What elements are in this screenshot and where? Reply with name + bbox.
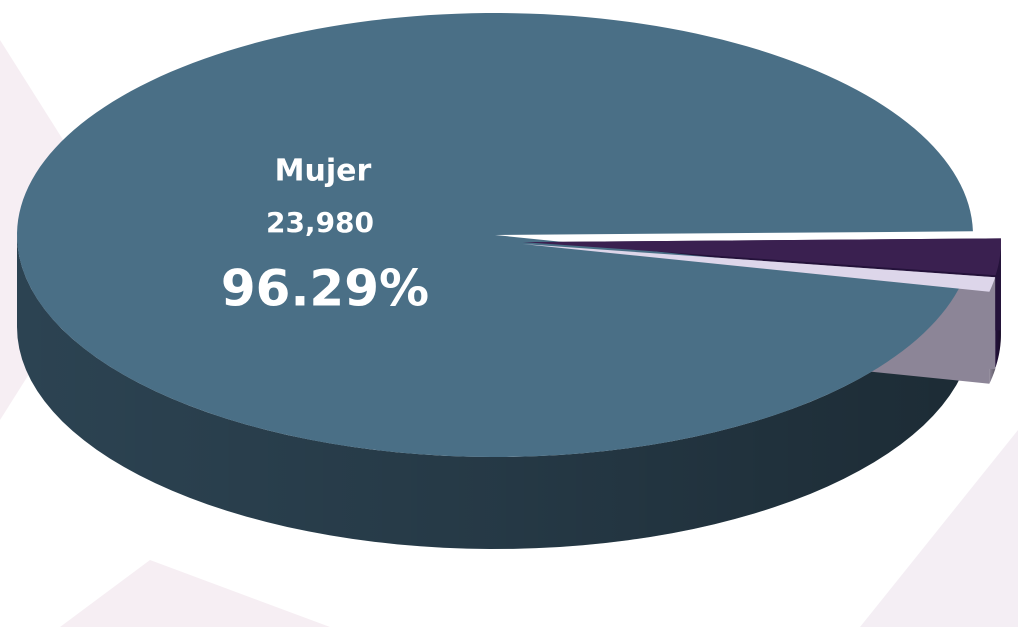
count-label: 23,980 bbox=[266, 206, 374, 239]
category-label: Mujer bbox=[275, 154, 372, 189]
percent-label: 96.29% bbox=[221, 260, 429, 318]
slice bbox=[522, 244, 996, 292]
slice bbox=[522, 238, 1001, 276]
slice-side-shade bbox=[17, 235, 962, 549]
slice bbox=[17, 13, 973, 457]
labels: Mujer 23,980 96.29% bbox=[221, 154, 429, 318]
pie bbox=[17, 13, 1001, 549]
